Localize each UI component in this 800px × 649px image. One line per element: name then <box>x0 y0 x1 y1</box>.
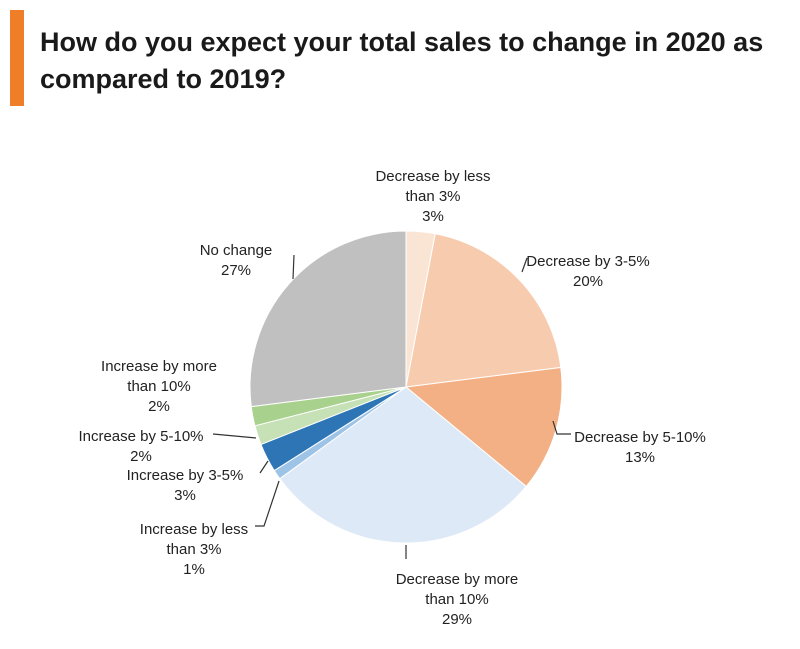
slice-label-group-decrease-by-more-than-10: Decrease by more than 10% 29% <box>396 571 519 628</box>
pie-slice-decrease-by-3-5 <box>405 233 562 388</box>
leader-line-decrease-by-5-10 <box>552 420 571 435</box>
slice-category-label: Decrease by 3-5% <box>526 253 649 270</box>
slice-label-group-increase-by-less-than-3: Increase by less than 3% 1% <box>140 521 248 578</box>
slice-category-label: Increase by less <box>140 521 248 538</box>
slice-value-label: 3% <box>422 208 444 225</box>
slice-label-group-increase-by-5-10: Increase by 5-10% 2% <box>78 428 203 465</box>
slice-value-label: 13% <box>625 449 655 466</box>
leader-line-increase-by-5-10 <box>212 433 257 439</box>
slice-category-label: Decrease by 5-10% <box>574 429 706 446</box>
leader-line-no-change <box>292 254 295 280</box>
chart-title: How do you expect your total sales to ch… <box>40 27 764 94</box>
slice-category-label: than 10% <box>425 591 488 608</box>
slice-category-label: No change <box>200 242 273 259</box>
slice-label-group-decrease-by-3-5: Decrease by 3-5% 20% <box>526 253 649 290</box>
slice-value-label: 2% <box>130 448 152 465</box>
slice-label-group-increase-by-more-than-10: Increase by more than 10% 2% <box>101 358 217 415</box>
leader-line-increase-by-less-than-3 <box>255 480 280 527</box>
pie-slice-no-change <box>249 230 407 408</box>
slice-label-group-decrease-by-5-10: Decrease by 5-10% 13% <box>574 429 706 466</box>
slice-value-label: 3% <box>174 487 196 504</box>
pie-slices <box>249 230 563 544</box>
slice-value-label: 2% <box>148 398 170 415</box>
leader-line-increase-by-3-5 <box>259 460 269 474</box>
pie-slice-decrease-by-more-than-10 <box>279 386 527 544</box>
slice-value-label: 20% <box>573 273 603 290</box>
slice-labels: Decrease by less than 3% 3% Decrease by 3-5… <box>78 168 705 628</box>
slice-value-label: 29% <box>442 611 472 628</box>
leader-line-decrease-by-3-5 <box>521 257 528 273</box>
slice-category-label: Increase by 3-5% <box>127 467 244 484</box>
slice-label-group-increase-by-3-5: Increase by 3-5% 3% <box>127 467 244 504</box>
slice-category-label: than 3% <box>405 188 460 205</box>
slice-value-label: 1% <box>183 561 205 578</box>
slice-category-label: Increase by more <box>101 358 217 375</box>
slice-value-label: 27% <box>221 262 251 279</box>
slice-category-label: than 10% <box>127 378 190 395</box>
slice-label-group-decrease-by-less-than-3: Decrease by less than 3% 3% <box>375 168 490 225</box>
leader-lines <box>212 254 571 559</box>
slice-category-label: Increase by 5-10% <box>78 428 203 445</box>
slice-category-label: than 3% <box>166 541 221 558</box>
slice-category-label: Decrease by more <box>396 571 519 588</box>
slice-label-group-no-change: No change 27% <box>200 242 273 279</box>
title-accent-bar <box>10 10 24 106</box>
slice-category-label: Decrease by less <box>375 168 490 185</box>
